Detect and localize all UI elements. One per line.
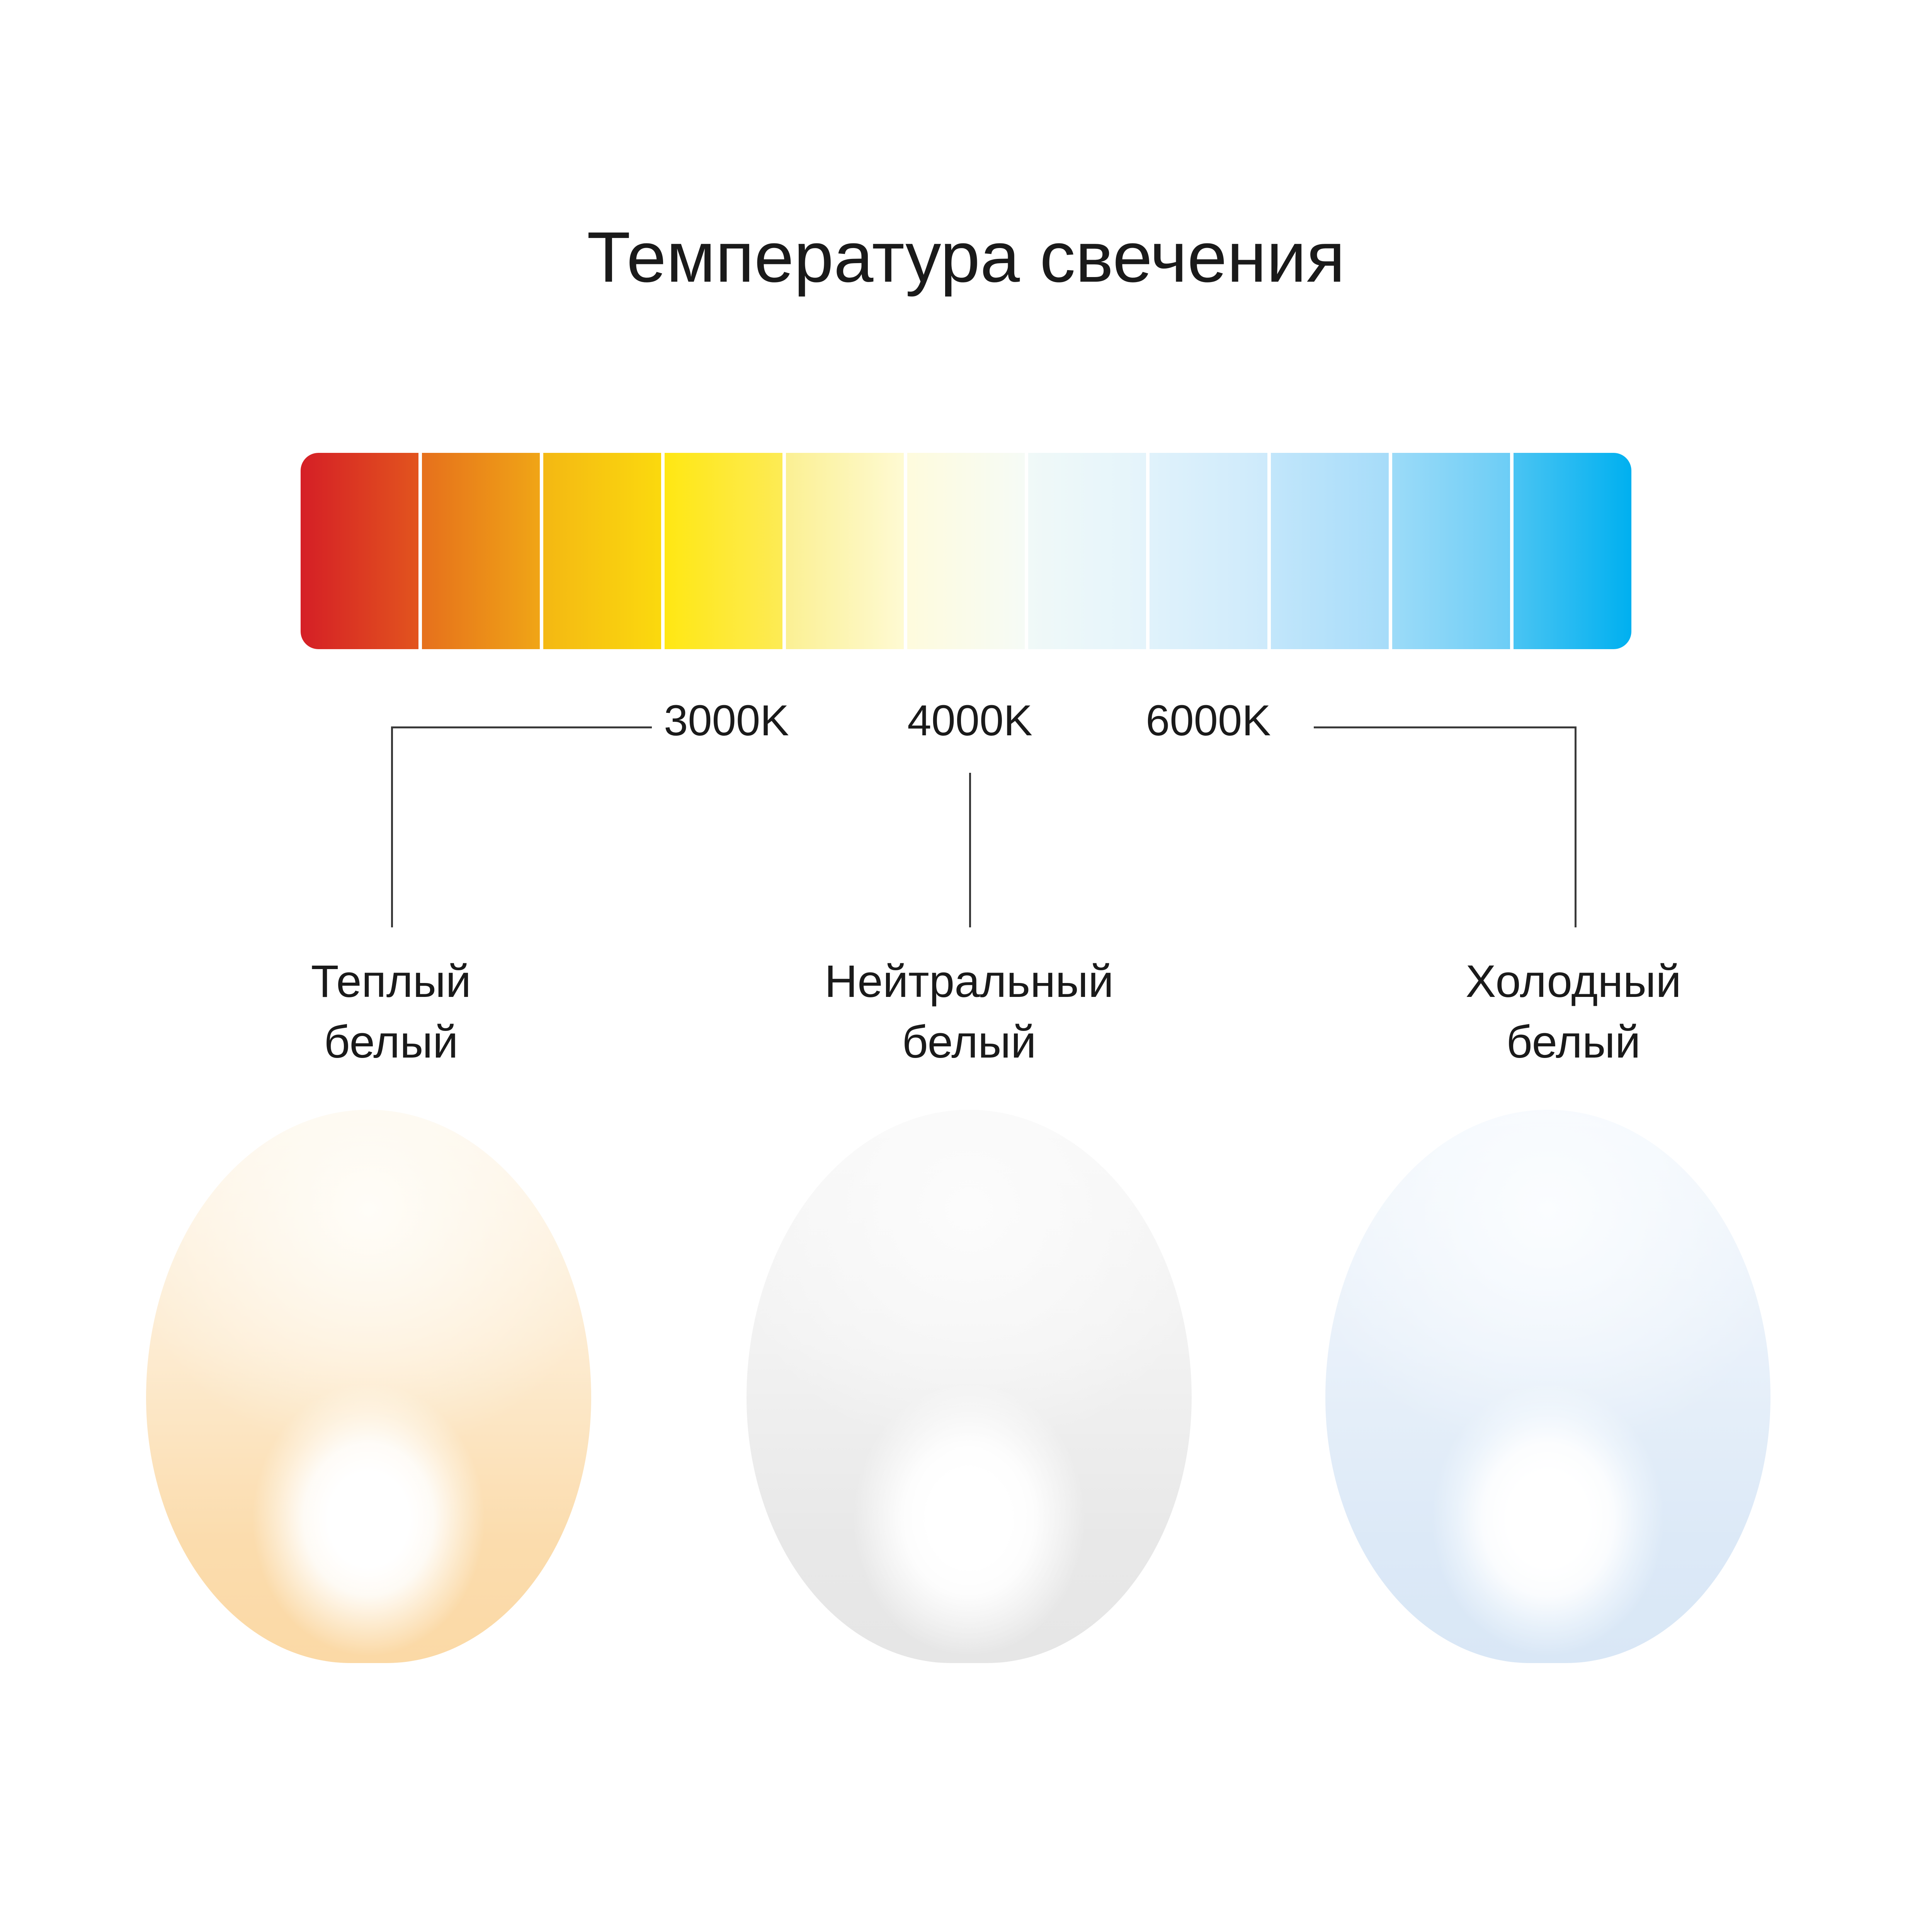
glow-hotspot-cool-white	[1401, 1372, 1695, 1666]
temperature-tick-3000k: 3000K	[664, 696, 789, 745]
color-segment-5	[786, 453, 904, 649]
leader-line-warm-vertical	[391, 726, 393, 927]
temperature-tick-6000k: 6000K	[1146, 696, 1271, 745]
color-segment-10	[1392, 453, 1510, 649]
category-label-warm-white-line2: белый	[324, 1016, 458, 1068]
category-label-neutral-white-line1: Нейтральный	[824, 956, 1114, 1007]
glow-hotspot-warm-white	[222, 1372, 515, 1666]
color-segment-1	[301, 453, 418, 649]
leader-line-cool-horizontal	[1314, 726, 1576, 728]
color-segment-8	[1150, 453, 1268, 649]
temperature-tick-4000k: 4000K	[907, 696, 1032, 745]
color-temperature-bar	[301, 453, 1631, 649]
leader-line-warm-horizontal	[391, 726, 652, 728]
glow-sample-neutral-white	[747, 1110, 1192, 1666]
category-label-neutral-white-line2: белый	[902, 1016, 1036, 1068]
page-title: Температура свечения	[587, 218, 1345, 297]
category-label-cool-white: Холодный белый	[1303, 951, 1844, 1073]
color-segment-11	[1514, 453, 1631, 649]
category-label-neutral-white: Нейтральный белый	[699, 951, 1240, 1073]
category-label-cool-white-line2: белый	[1506, 1016, 1641, 1068]
color-segment-4	[664, 453, 782, 649]
leader-line-cool-vertical	[1575, 726, 1577, 927]
color-segment-7	[1028, 453, 1146, 649]
glow-sample-cool-white	[1325, 1110, 1770, 1666]
color-segment-6	[907, 453, 1025, 649]
leader-line-neutral-vertical	[969, 773, 971, 927]
category-label-warm-white: Теплый белый	[121, 951, 662, 1073]
color-segment-9	[1271, 453, 1389, 649]
color-segment-3	[543, 453, 661, 649]
color-segment-2	[422, 453, 540, 649]
glow-sample-warm-white	[146, 1110, 591, 1666]
category-label-cool-white-line1: Холодный	[1465, 956, 1682, 1007]
glow-hotspot-neutral-white	[822, 1372, 1116, 1666]
category-label-warm-white-line1: Теплый	[311, 956, 471, 1007]
